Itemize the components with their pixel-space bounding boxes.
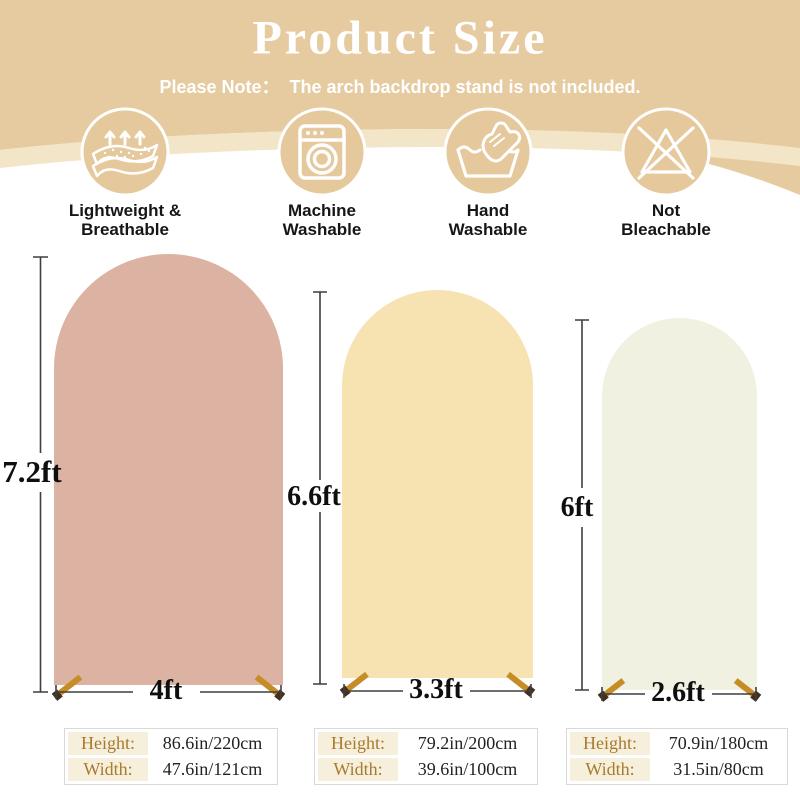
spec-table-ivory: Height: 70.9in/180cm Width: 31.5in/80cm [566, 728, 788, 785]
height-row-value: 70.9in/180cm [653, 732, 784, 755]
width-row-label: Width: [318, 758, 398, 781]
feature-line: Not [651, 201, 681, 220]
spec-table-cream: Height: 79.2in/200cm Width: 39.6in/100cm [314, 728, 538, 785]
header-band [0, 0, 800, 195]
feature-label-no-bleach: Not Bleachable [621, 201, 711, 239]
breathable-icon [80, 107, 170, 197]
width-row-label: Width: [570, 758, 650, 781]
feature-label-machine-wash: Machine Washable [283, 201, 362, 239]
height-label-ivory: 6ft [560, 492, 594, 523]
header-wave-ribbon [0, 129, 800, 168]
note-text: Please Note： The arch backdrop stand is … [159, 77, 641, 97]
measurement-lines [33, 256, 757, 701]
height-row-value: 79.2in/200cm [401, 732, 534, 755]
stand-feet [51, 671, 762, 702]
height-row-label: Height: [318, 732, 398, 755]
width-label-cream: 3.3ft [409, 674, 463, 705]
feature-line: Washable [282, 220, 362, 239]
arch-ivory [602, 318, 757, 690]
feature-line: Washable [448, 220, 528, 239]
no-bleach-icon [621, 107, 711, 197]
hand-wash-icon [443, 107, 533, 197]
feature-line: Machine [287, 201, 357, 220]
feature-line: Lightweight & [68, 201, 182, 220]
feature-line: Breathable [81, 220, 169, 239]
width-row-value: 31.5in/80cm [653, 758, 784, 781]
height-label-blush: 7.2ft [2, 454, 62, 489]
height-label-cream: 6.6ft [287, 481, 341, 512]
height-row-label: Height: [570, 732, 650, 755]
height-row-value: 86.6in/220cm [151, 732, 274, 755]
width-row-value: 47.6in/121cm [151, 758, 274, 781]
page-title: Product Size [252, 11, 548, 65]
width-label-blush: 4ft [149, 675, 183, 706]
arch-cream [342, 290, 533, 678]
width-row-label: Width: [68, 758, 148, 781]
machine-wash-icon [277, 107, 367, 197]
feature-label-breathable: Lightweight & Breathable [69, 201, 181, 239]
feature-line: Hand [466, 201, 510, 220]
width-row-value: 39.6in/100cm [401, 758, 534, 781]
width-label-ivory: 2.6ft [651, 677, 705, 708]
arch-blush [54, 254, 283, 685]
spec-table-blush: Height: 86.6in/220cm Width: 47.6in/121cm [64, 728, 278, 785]
feature-label-hand-wash: Hand Washable [449, 201, 528, 239]
feature-line: Bleachable [621, 220, 711, 239]
height-row-label: Height: [68, 732, 148, 755]
